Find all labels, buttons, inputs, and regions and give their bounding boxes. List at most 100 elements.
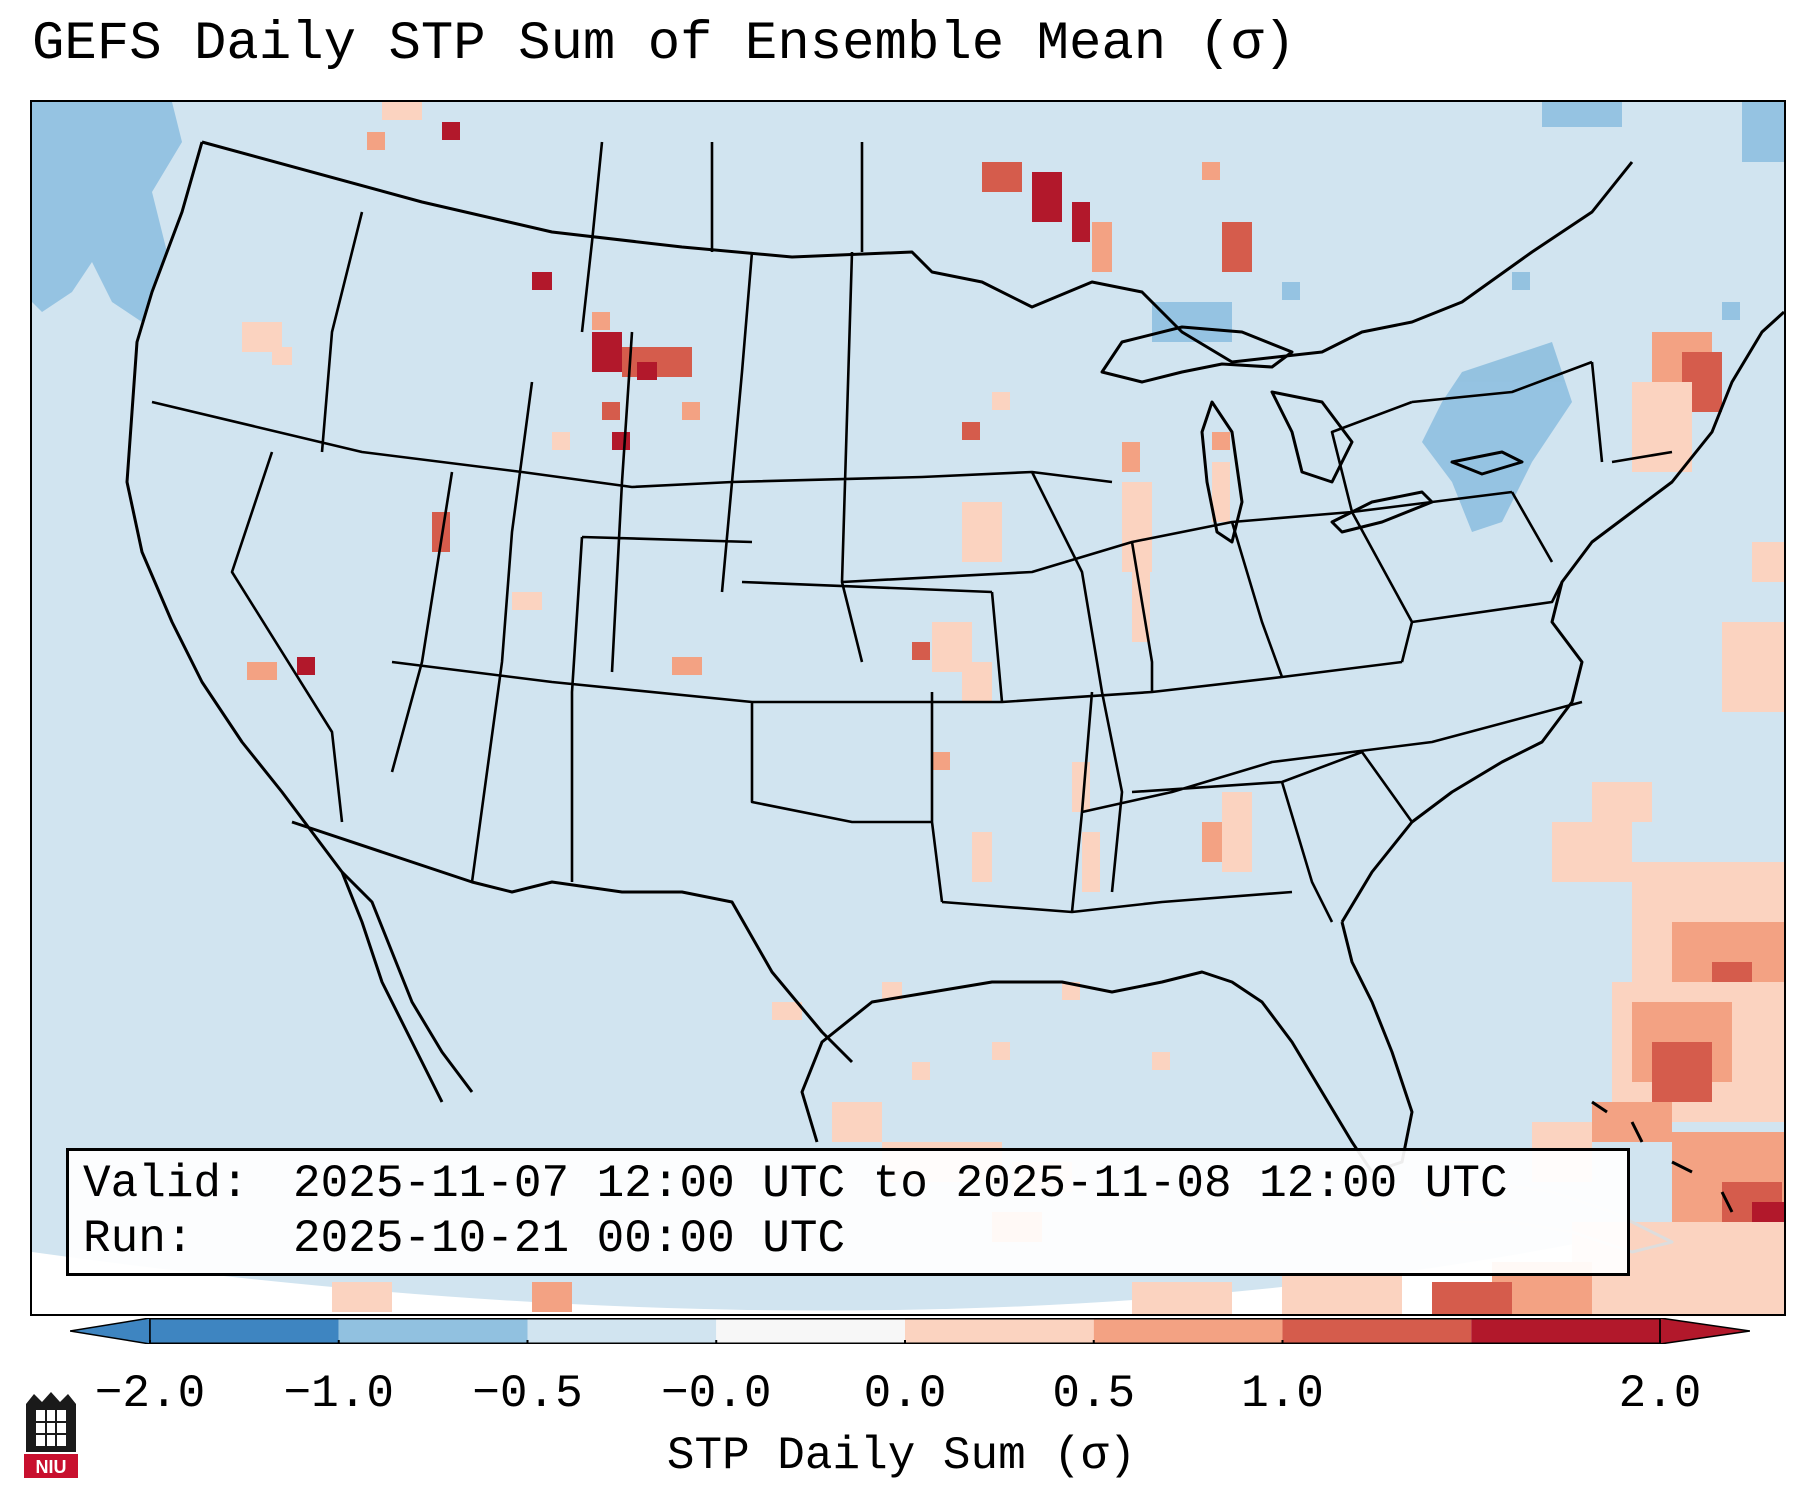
niu-logo: NIU (22, 1390, 80, 1487)
anomaly-pixel (592, 332, 622, 372)
anomaly-pixel (1152, 1052, 1170, 1070)
map-title: GEFS Daily STP Sum of Ensemble Mean (σ) (32, 14, 1296, 75)
anomaly-pixel (272, 347, 292, 365)
colorbar-segment (1471, 1318, 1660, 1344)
lake-ontario (1450, 450, 1524, 476)
colorbar-segment (338, 1318, 528, 1344)
anomaly-pixel (382, 102, 422, 120)
anomaly-pixel (682, 402, 700, 420)
anomaly-pixel (1082, 832, 1100, 892)
anomaly-pixel (602, 402, 620, 420)
anomaly-pixel (1072, 202, 1090, 242)
valid-label: Valid: (83, 1158, 249, 1210)
lake-michigan (1200, 400, 1244, 544)
colorbar-segment (716, 1318, 905, 1344)
colorbar-label: STP Daily Sum (σ) (666, 1430, 1137, 1482)
anomaly-pixel (1722, 622, 1784, 712)
baja-coast (340, 870, 474, 1093)
anomaly-pixel (962, 422, 980, 440)
colorbar-tick-label: 2.0 (1618, 1368, 1702, 1420)
us-mexico-border (291, 820, 854, 1064)
anomaly-pixel (1212, 462, 1230, 522)
logo-text: NIU (36, 1457, 67, 1477)
anomaly-pixel (912, 1062, 930, 1080)
run-label: Run: (83, 1213, 194, 1265)
anomaly-pixel (932, 752, 950, 770)
run-row: Run: 2025-10-21 00:00 UTC (83, 1212, 1627, 1267)
anomaly-pixel (367, 132, 385, 150)
anomaly-pixel (912, 642, 930, 660)
anomaly-pixel (1202, 162, 1220, 180)
anomaly-pixel (532, 272, 552, 290)
colorbar-tick-label: −2.0 (94, 1368, 206, 1420)
colorbar-tick-label: −1.0 (283, 1368, 394, 1420)
atlantic-coast (1340, 310, 1784, 923)
anomaly-pixel (1752, 542, 1784, 582)
lake-erie (1330, 490, 1434, 534)
colorbar-segment (1093, 1318, 1283, 1344)
colorbar-tick-label: −0.0 (661, 1368, 772, 1420)
bahamas (1591, 1100, 1734, 1213)
colorbar-segment (1282, 1318, 1472, 1344)
anomaly-pixel (1092, 222, 1112, 272)
anomaly-pixel (832, 1102, 882, 1142)
anomaly-pixel (247, 662, 277, 680)
anomaly-pixel (1432, 1282, 1512, 1314)
valid-value: 2025-11-07 12:00 UTC to 2025-11-08 12:00… (293, 1158, 1508, 1210)
anomaly-pixel (1552, 822, 1632, 882)
anomaly-pixel (962, 662, 992, 702)
anomaly-pixel (512, 592, 542, 610)
colorbar-segment (527, 1318, 717, 1344)
anomaly-pixel (442, 122, 460, 140)
anomaly-pixel (1652, 1042, 1712, 1102)
stp-map (32, 102, 1784, 1314)
colorbar-tick-label: −0.5 (472, 1368, 583, 1420)
anomaly-pixel (1072, 762, 1090, 812)
anomaly-pixel (552, 432, 570, 450)
anomaly-pixel (1122, 442, 1140, 472)
anomaly-pixel (1062, 982, 1080, 1000)
boundaries (125, 140, 1784, 1254)
anomaly-pixel (772, 1002, 802, 1020)
anomaly-pixel (1212, 432, 1230, 450)
colorbar-extend-low (70, 1318, 151, 1344)
run-value: 2025-10-21 00:00 UTC (293, 1213, 846, 1265)
pacific-coast (125, 141, 444, 1103)
valid-row: Valid: 2025-11-07 12:00 UTC to 2025-11-0… (83, 1157, 1627, 1212)
anomaly-pixel (992, 392, 1010, 410)
lake-superior (1100, 325, 1294, 384)
anomaly-pixel (332, 1282, 392, 1312)
anomaly-pixel (1132, 1282, 1232, 1314)
anomaly-pixel (992, 1042, 1010, 1060)
anomaly-pixel (1632, 382, 1692, 472)
colorbar-tick-label: 1.0 (1241, 1368, 1324, 1420)
anomaly-pixel (962, 502, 1002, 562)
valid-run-box: Valid: 2025-11-07 12:00 UTC to 2025-11-0… (66, 1148, 1630, 1276)
colorbar-segment (150, 1318, 339, 1344)
anomaly-pixel (1032, 172, 1062, 222)
anomaly-pixel (612, 432, 630, 450)
anomaly-pixel (1202, 822, 1222, 862)
colorbar-extend-high (1659, 1318, 1750, 1344)
anomaly-pixel (1592, 782, 1652, 822)
anomaly-pixel (1122, 482, 1152, 572)
colorbar-tick-label: 0.5 (1052, 1368, 1136, 1420)
map-panel (30, 100, 1786, 1316)
anomaly-pixel (532, 1282, 572, 1312)
anomaly-pixel (1222, 792, 1252, 872)
anomaly-pixel (982, 162, 1022, 192)
us-canada-border (201, 140, 1634, 364)
anomaly-pixel (1282, 1272, 1402, 1314)
anomaly-pixel (882, 982, 902, 1000)
lake-huron (1270, 390, 1354, 484)
anomaly-pixel (432, 512, 450, 552)
gulf-coast (800, 921, 1414, 1174)
anomaly-pixel (972, 832, 992, 882)
colorbar (70, 1318, 1750, 1344)
anomaly-pixel (592, 312, 610, 330)
anomaly-pixel (1222, 222, 1252, 272)
state-lines (151, 141, 1673, 923)
anomaly-pixel (637, 362, 657, 380)
forecast-domain (32, 102, 1784, 1311)
colorbar-tick-label: 0.0 (863, 1368, 947, 1420)
